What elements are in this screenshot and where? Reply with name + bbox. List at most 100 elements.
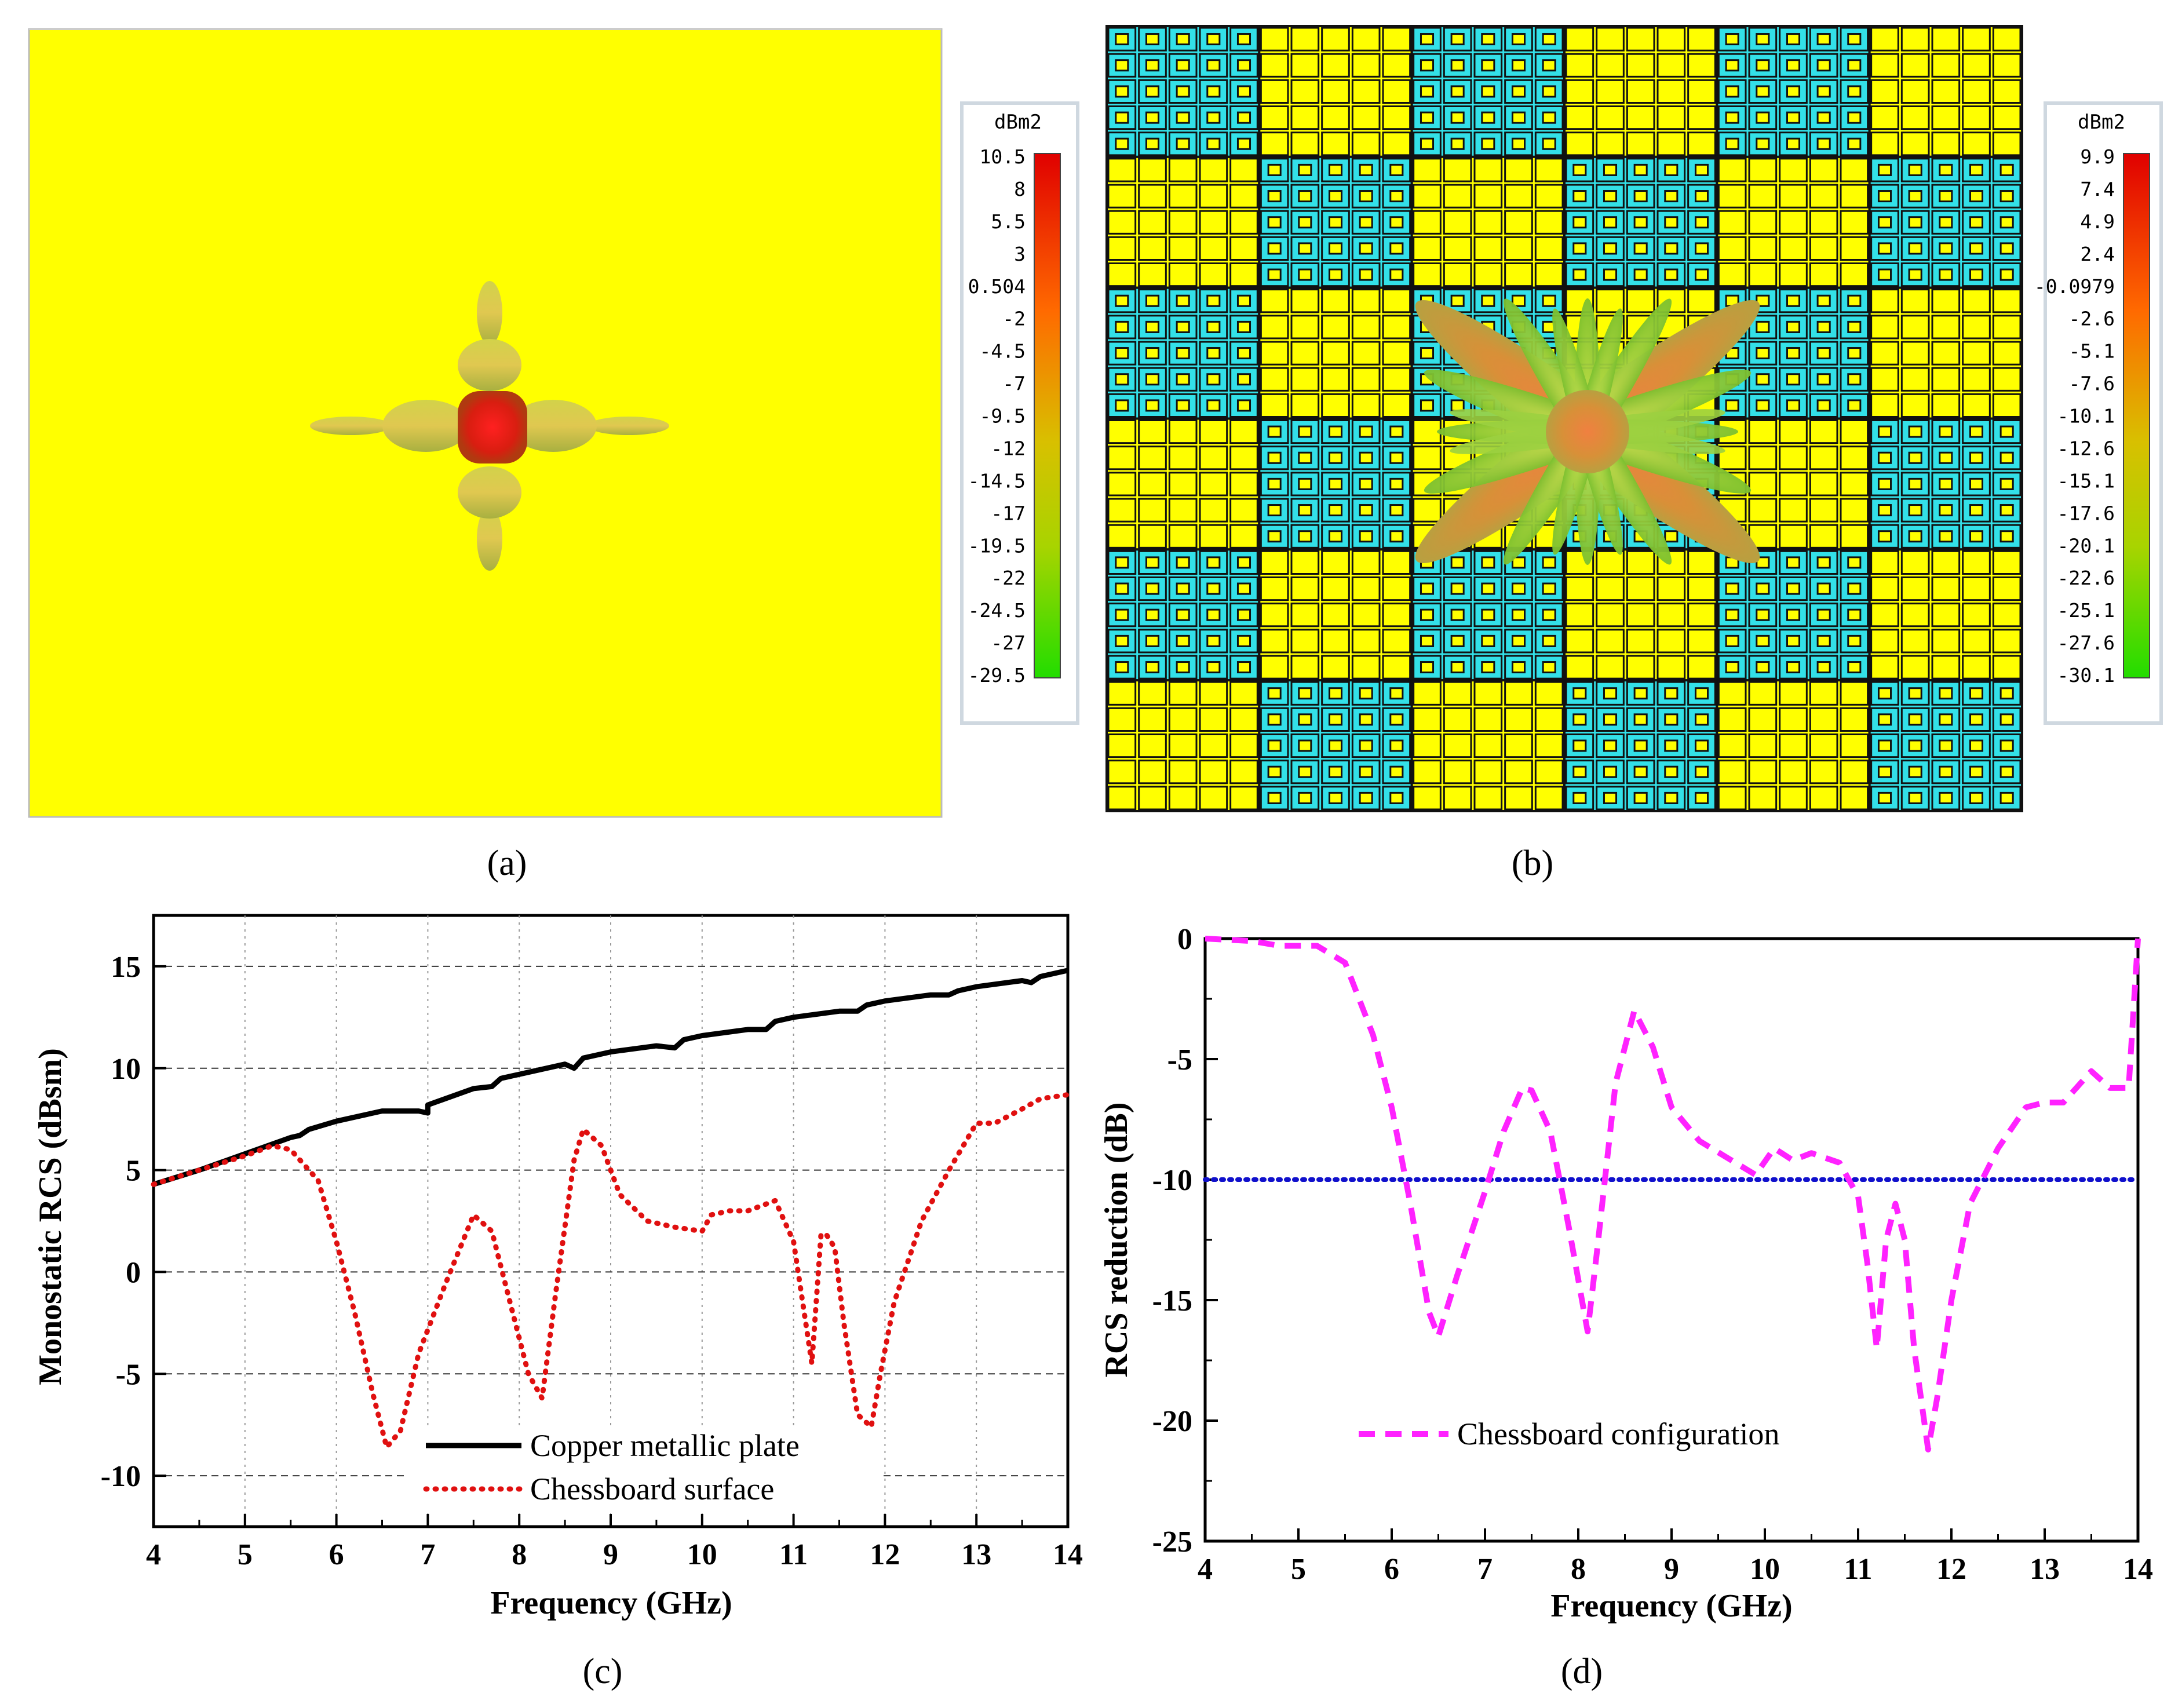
chart-c-xtick-label: 11	[779, 1538, 808, 1571]
chart-c-xtick-label: 7	[420, 1538, 435, 1571]
chart-d-xtick-label: 8	[1571, 1553, 1586, 1586]
chart-d-plot-area	[1203, 937, 2140, 1543]
colorbar-b: dBm2 9.9 7.4 4.9 2.4 -0.0979 -2.6 -5.1 -7.6 -10.…	[2034, 101, 2163, 725]
chart-d-ytick-label: 0	[1177, 923, 1192, 956]
rcs-lobe-cross-a	[310, 281, 669, 571]
colorbar-tick-label: -7	[1002, 373, 1026, 395]
chart-c-series-copper	[152, 968, 1068, 1187]
colorbar-tick-label: -19.5	[968, 534, 1026, 557]
chart-d-xtick-label: 6	[1384, 1553, 1399, 1586]
chart-c-xtick-label: 10	[687, 1538, 717, 1571]
chessboard-tile-yellow	[1105, 417, 1261, 551]
rcs-main-lobe-a	[458, 391, 527, 464]
rcs-lobe-star-b	[1415, 298, 1760, 565]
legend-label-copper: Copper metallic plate	[530, 1428, 800, 1463]
colorbar-b-unit: dBm2	[2078, 111, 2125, 134]
chart-c-xtick-label: 12	[870, 1538, 900, 1571]
chart-c-ytick-label: 10	[111, 1053, 141, 1086]
chart-d-xtick-label: 10	[1750, 1553, 1780, 1586]
colorbar-tick-label: -9.5	[980, 405, 1026, 428]
chart-d-xtick-label: 7	[1477, 1553, 1493, 1586]
panel-b-rcs-pattern-chessboard: (b)	[1105, 25, 2024, 883]
chessboard-tile-yellow	[1410, 679, 1566, 812]
chart-d-ytick-label: -15	[1152, 1284, 1192, 1318]
chart-c-xlabel: Frequency (GHz)	[490, 1585, 732, 1621]
colorbar-tick-label: -22	[991, 567, 1026, 589]
colorbar-tick-label: 9.9	[2080, 145, 2115, 168]
chessboard-tile-yellow	[1868, 286, 2024, 420]
chessboard-tile-yellow	[1563, 548, 1718, 682]
colorbar-tick-label: 0.504	[968, 275, 1026, 298]
chessboard-tile-yellow	[1105, 679, 1261, 812]
colorbar-tick-label: -15.1	[2057, 469, 2115, 492]
chessboard-tile-yellow	[1563, 25, 1718, 158]
colorbar-tick-label: -30.1	[2057, 664, 2115, 687]
colorbar-tick-label: -22.6	[2057, 567, 2115, 589]
colorbar-tick-label: 5.5	[991, 210, 1026, 233]
caption-d: (d)	[1561, 1652, 1603, 1691]
chart-d-ylabel: RCS reduction (dB)	[1099, 1102, 1134, 1377]
colorbar-b-gradient	[2123, 153, 2150, 678]
chart-d-xtick-label: 5	[1291, 1553, 1306, 1586]
chart-d-xtick-label: 13	[2030, 1553, 2060, 1586]
legend-label-chessboard-config: Chessboard configuration	[1457, 1417, 1779, 1451]
chart-c-ytick-label: 5	[126, 1155, 141, 1188]
panel-d-rcs-reduction-chart: 4 5 6 7 8 9 10 11 12 13 14 0 -5 -10 -15 -20 -25 Chessboa…	[1099, 923, 2153, 1691]
chessboard-tile-yellow	[1716, 155, 1871, 289]
chart-c-ytick-label: 0	[126, 1256, 141, 1289]
panel-a-rcs-pattern-copper: (a)	[28, 28, 943, 883]
chart-c-series-chessboard	[151, 1092, 1071, 1450]
chessboard-tile-yellow	[1716, 679, 1871, 812]
chessboard-tile-yellow	[1868, 25, 2024, 158]
chart-c-xtick-label: 13	[961, 1538, 991, 1571]
colorbar-tick-label: -27.6	[2057, 632, 2115, 654]
chart-c-ylabel: Monostatic RCS (dBsm)	[32, 1048, 68, 1385]
colorbar-tick-label: -2.6	[2069, 308, 2115, 330]
colorbar-tick-label: -27	[991, 632, 1026, 654]
colorbar-tick-label: -25.1	[2057, 599, 2115, 622]
panel-c-rcs-chart: 4 5 6 7 8 9 10 11 12 13 14 -10 -5 0 5 10 15 Copper metal…	[32, 914, 1083, 1691]
caption-c: (c)	[583, 1652, 623, 1691]
chessboard-tile-yellow	[1105, 155, 1261, 289]
colorbar-tick-label: -5.1	[2069, 340, 2115, 363]
chart-c-xtick-label: 8	[512, 1538, 527, 1571]
colorbar-tick-label: -2	[1002, 308, 1026, 330]
colorbar-tick-label: 4.9	[2080, 210, 2115, 233]
chart-c-xtick-label: 4	[146, 1538, 161, 1571]
colorbar-tick-label: 10.5	[980, 145, 1026, 168]
colorbar-a-gradient	[1034, 153, 1061, 678]
colorbar-tick-label: -17.6	[2057, 502, 2115, 524]
chart-d-ytick-label: -10	[1152, 1164, 1192, 1197]
colorbar-tick-label: 2.4	[2080, 243, 2115, 265]
chart-d-ytick-label: -20	[1152, 1405, 1192, 1438]
chart-d-ytick-label: -5	[1167, 1043, 1192, 1076]
colorbar-tick-label: -12.6	[2057, 437, 2115, 459]
chessboard-tile-yellow	[1868, 548, 2024, 682]
chart-d-ytick-label: -25	[1152, 1525, 1192, 1559]
colorbar-tick-label: -17	[991, 502, 1026, 524]
colorbar-tick-label: -24.5	[968, 599, 1026, 622]
chart-c-xtick-label: 6	[329, 1538, 344, 1571]
chart-d-xtick-label: 9	[1664, 1553, 1679, 1586]
colorbar-tick-label: 7.4	[2080, 178, 2115, 200]
chart-c-ytick-label: -10	[101, 1460, 141, 1493]
chart-c-ytick-label: -5	[116, 1358, 141, 1391]
colorbar-tick-label: -14.5	[968, 469, 1026, 492]
chart-d-xtick-label: 14	[2123, 1553, 2153, 1586]
colorbar-tick-label: -20.1	[2057, 534, 2115, 557]
chart-c-xtick-label: 5	[238, 1538, 253, 1571]
colorbar-tick-label: -4.5	[980, 340, 1026, 363]
colorbar-tick-label: 8	[1014, 178, 1026, 200]
caption-a: (a)	[487, 844, 527, 883]
chart-d-xtick-label: 12	[1936, 1553, 1966, 1586]
chart-d-xtick-label: 4	[1198, 1553, 1213, 1586]
legend-label-chessboard: Chessboard surface	[530, 1472, 774, 1506]
chessboard-tile-yellow	[1258, 25, 1413, 158]
colorbar-tick-label: -0.0979	[2034, 275, 2115, 298]
chart-d-series-chessboard	[1205, 936, 2141, 1452]
chart-c-xtick-label: 9	[603, 1538, 618, 1571]
chart-c-ytick-label: 15	[111, 951, 141, 984]
rcs-main-lobe-b	[1546, 390, 1629, 473]
chart-d-xtick-label: 11	[1844, 1553, 1872, 1586]
